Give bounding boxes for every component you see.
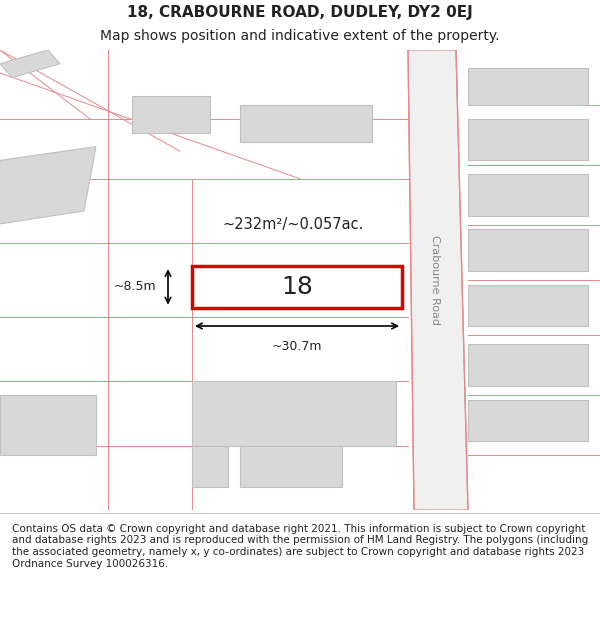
Polygon shape	[468, 68, 588, 105]
Polygon shape	[192, 381, 396, 446]
Text: ~30.7m: ~30.7m	[272, 340, 322, 352]
Polygon shape	[468, 344, 588, 386]
Polygon shape	[468, 399, 588, 441]
Polygon shape	[132, 96, 210, 132]
Polygon shape	[468, 229, 588, 271]
Text: Crabourne Road: Crabourne Road	[430, 235, 440, 325]
Polygon shape	[240, 105, 372, 142]
Text: 18: 18	[281, 275, 313, 299]
Text: 18, CRABOURNE ROAD, DUDLEY, DY2 0EJ: 18, CRABOURNE ROAD, DUDLEY, DY2 0EJ	[127, 5, 473, 20]
Polygon shape	[192, 446, 228, 487]
Text: ~232m²/~0.057ac.: ~232m²/~0.057ac.	[222, 217, 364, 232]
Polygon shape	[408, 50, 468, 510]
Polygon shape	[0, 50, 60, 78]
Polygon shape	[468, 284, 588, 326]
Polygon shape	[468, 174, 588, 216]
Text: Contains OS data © Crown copyright and database right 2021. This information is : Contains OS data © Crown copyright and d…	[12, 524, 588, 569]
Polygon shape	[240, 446, 342, 487]
Polygon shape	[468, 119, 588, 161]
Polygon shape	[0, 147, 96, 225]
Polygon shape	[0, 395, 96, 455]
Text: ~8.5m: ~8.5m	[113, 281, 156, 293]
Text: Map shows position and indicative extent of the property.: Map shows position and indicative extent…	[100, 29, 500, 43]
Polygon shape	[192, 266, 402, 308]
